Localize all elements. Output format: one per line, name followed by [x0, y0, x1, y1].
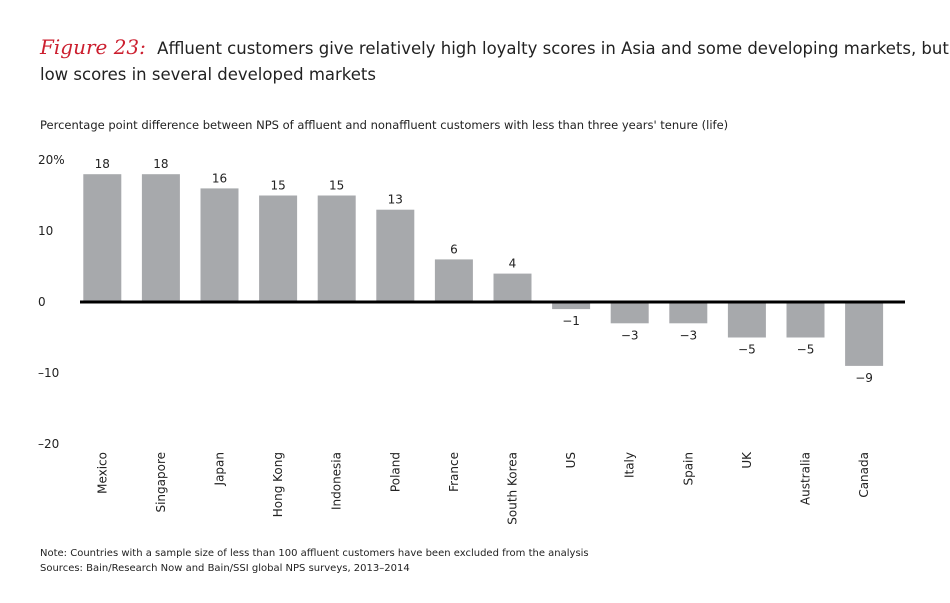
value-label: −1 [562, 314, 580, 328]
figure-label: Figure 23: [39, 35, 146, 59]
bar [845, 302, 884, 366]
value-label: −3 [679, 328, 697, 342]
chart-title: Figure 23: Affluent customers give relat… [39, 35, 950, 84]
y-tick-label: 20% [38, 153, 65, 167]
value-label: −5 [738, 343, 756, 357]
y-tick-label: 10 [38, 224, 53, 238]
bar [83, 174, 122, 302]
x-tick-label: Japan [213, 452, 227, 486]
y-tick-label: –20 [38, 437, 59, 451]
x-tick-label: US [564, 452, 578, 468]
value-label: 15 [329, 179, 344, 193]
bar [141, 174, 180, 302]
value-label: 18 [95, 157, 110, 171]
title-line-1: Affluent customers give relatively high … [157, 39, 949, 58]
value-label: 18 [153, 157, 168, 171]
value-label: −9 [855, 371, 873, 385]
subtitle: Percentage point difference between NPS … [40, 118, 728, 132]
x-tick-label: Canada [857, 452, 871, 498]
bar [727, 302, 766, 338]
title-line-2: low scores in several developed markets [40, 65, 376, 84]
bar [552, 302, 591, 310]
value-label: −3 [621, 328, 639, 342]
x-tick-label: Mexico [95, 452, 109, 494]
x-tick-label: South Korea [506, 452, 520, 525]
x-tick-label: France [447, 452, 461, 492]
bar [434, 259, 473, 302]
value-label: 4 [509, 257, 517, 271]
value-label: −5 [797, 343, 815, 357]
x-tick-label: Spain [681, 452, 695, 486]
value-label: 16 [212, 171, 227, 185]
bar [200, 188, 239, 302]
note: Note: Countries with a sample size of le… [40, 548, 589, 559]
x-tick-label: Singapore [154, 452, 168, 513]
bar [493, 273, 532, 302]
bar [610, 302, 649, 324]
x-tick-label: Poland [388, 452, 402, 492]
y-tick-label: 0 [38, 295, 46, 309]
x-tick-label: Indonesia [330, 452, 344, 510]
x-tick-label: Australia [799, 452, 813, 505]
source: Sources: Bain/Research Now and Bain/SSI … [40, 563, 410, 574]
x-tick-label: Hong Kong [271, 452, 285, 517]
bar [669, 302, 708, 324]
bar [317, 195, 356, 302]
value-label: 6 [450, 242, 458, 256]
y-tick-label: –10 [38, 366, 59, 380]
x-tick-label: Italy [623, 452, 637, 478]
bar [786, 302, 825, 338]
value-label: 13 [388, 193, 403, 207]
bar [259, 195, 298, 302]
value-label: 15 [270, 179, 285, 193]
x-tick-label: UK [740, 451, 754, 469]
bar [376, 209, 415, 302]
